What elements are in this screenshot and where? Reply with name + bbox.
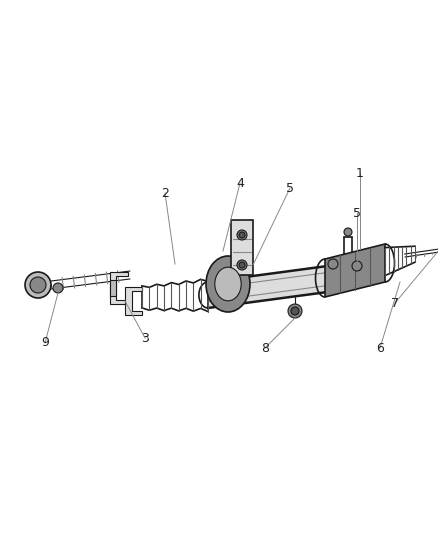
Text: 5: 5	[352, 206, 360, 220]
Circle shape	[237, 260, 247, 270]
Polygon shape	[208, 265, 334, 308]
Circle shape	[351, 261, 361, 271]
Polygon shape	[110, 272, 128, 304]
Circle shape	[25, 272, 51, 298]
Circle shape	[327, 259, 337, 269]
Circle shape	[287, 304, 301, 318]
Circle shape	[290, 307, 298, 315]
Circle shape	[30, 277, 46, 293]
Polygon shape	[110, 280, 116, 296]
Text: 8: 8	[261, 342, 268, 354]
Text: 2: 2	[161, 187, 169, 199]
Text: 4: 4	[236, 176, 244, 190]
Text: 5: 5	[285, 182, 293, 195]
Text: 9: 9	[41, 336, 49, 350]
Ellipse shape	[205, 256, 249, 312]
Text: 6: 6	[375, 342, 383, 354]
Circle shape	[343, 228, 351, 236]
Circle shape	[237, 230, 247, 240]
Polygon shape	[125, 287, 141, 315]
Polygon shape	[324, 244, 384, 297]
Circle shape	[238, 262, 244, 268]
Text: 7: 7	[390, 296, 398, 310]
Circle shape	[238, 232, 244, 238]
Ellipse shape	[214, 267, 240, 301]
Text: 3: 3	[141, 332, 148, 344]
Text: 1: 1	[355, 166, 363, 180]
Bar	[230, 220, 252, 275]
Circle shape	[53, 283, 63, 293]
